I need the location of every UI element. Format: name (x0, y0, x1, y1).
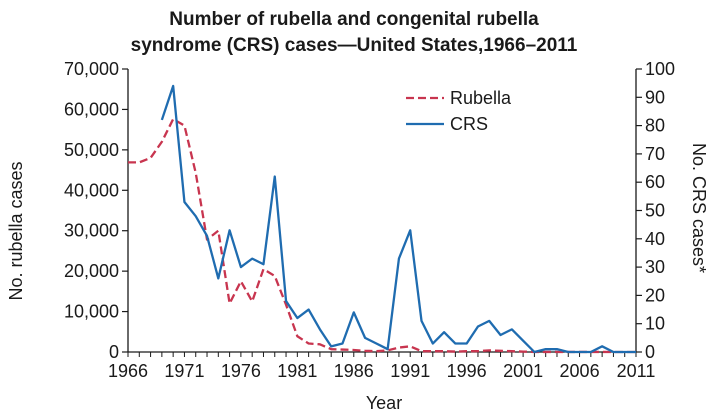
x-tick-label: 1981 (277, 361, 317, 381)
y-right-tick-label: 80 (645, 116, 665, 136)
x-tick-label: 1996 (447, 361, 487, 381)
y-right-tick-label: 20 (645, 285, 665, 305)
y-left-tick-label: 10,000 (64, 302, 119, 322)
chart-title-line-1: Number of rubella and congenital rubella (169, 9, 539, 30)
legend-label-rubella: Rubella (450, 88, 512, 108)
series-line-rubella (128, 117, 636, 354)
axes-group: 0 10,000 20,000 30,000 40,000 50,000 60,000 70,… (64, 59, 675, 381)
x-tick-label: 2006 (560, 361, 600, 381)
y-right-tick-label: 30 (645, 257, 665, 277)
y-right-tick-label: 10 (645, 314, 665, 334)
y-right-tick-label: 90 (645, 87, 665, 107)
legend: Rubella CRS (406, 88, 512, 134)
y-left-tick-label: 50,000 (64, 140, 119, 160)
x-tick-label: 1991 (390, 361, 430, 381)
y-right-tick-label: 0 (645, 342, 655, 362)
y-axis-right-label: No. CRS cases* (689, 143, 708, 273)
x-tick-label: 1966 (108, 361, 148, 381)
x-tick-label: 1976 (221, 361, 261, 381)
chart-title-line-2: syndrome (CRS) cases—United States,1966–… (131, 35, 578, 56)
y-left-tick-label: 40,000 (64, 180, 119, 200)
y-left-tick-label: 30,000 (64, 221, 119, 241)
y-left-tick-label: 20,000 (64, 261, 119, 281)
x-tick-label: 2001 (503, 361, 543, 381)
y-axis-left-label: No. rubella cases (6, 161, 26, 300)
y-right-tick-label: 50 (645, 201, 665, 221)
y-left-tick-label: 60,000 (64, 99, 119, 119)
y-left-tick-label: 0 (109, 342, 119, 362)
y-left-tick-label: 70,000 (64, 59, 119, 79)
x-tick-label: 2011 (617, 361, 656, 381)
x-tick-label: 1986 (334, 361, 374, 381)
y-right-tick-label: 70 (645, 144, 665, 164)
legend-label-crs: CRS (450, 114, 488, 134)
y-right-tick-label: 100 (645, 59, 675, 79)
y-right-tick-label: 40 (645, 229, 665, 249)
series-line-crs (160, 84, 636, 354)
x-axis-label: Year (366, 393, 402, 413)
series-group (128, 84, 636, 354)
x-tick-label: 1971 (164, 361, 204, 381)
y-right-tick-label: 60 (645, 172, 665, 192)
